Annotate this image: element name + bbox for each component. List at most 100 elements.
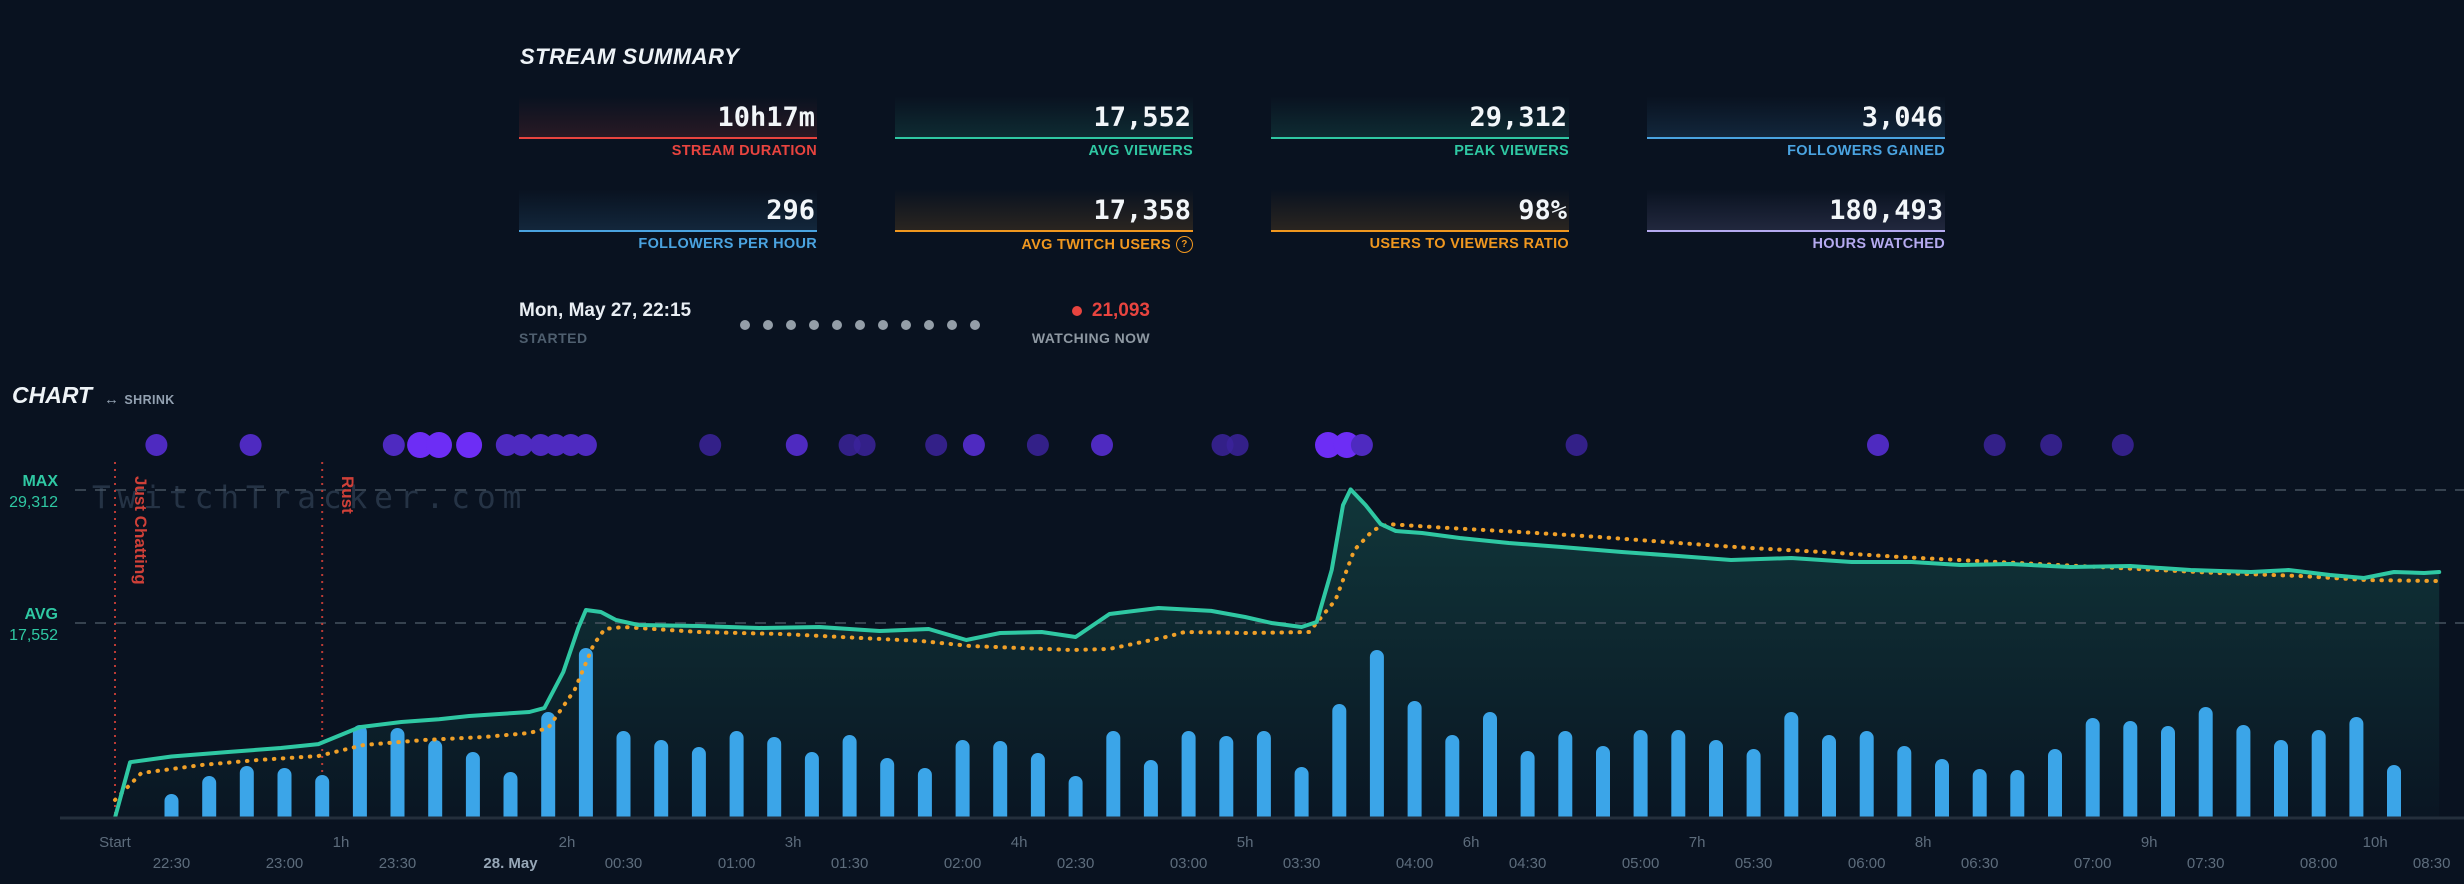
event-dot[interactable]: [1226, 434, 1249, 456]
followers-bar[interactable]: [503, 772, 518, 826]
event-dot[interactable]: [699, 434, 722, 456]
x-axis-time-label: 03:00: [1170, 855, 1208, 872]
stat-label: PEAK VIEWERS: [1454, 143, 1569, 159]
followers-bar[interactable]: [1219, 736, 1234, 826]
followers-bar[interactable]: [1972, 769, 1987, 826]
followers-bar[interactable]: [541, 712, 556, 826]
event-dot[interactable]: [1211, 434, 1234, 456]
followers-bar[interactable]: [993, 741, 1008, 826]
event-dot[interactable]: [1983, 434, 2006, 456]
event-dot[interactable]: [1350, 434, 1373, 456]
event-dot[interactable]: [574, 434, 597, 456]
x-axis-hour-label: 8h: [1915, 834, 1932, 851]
followers-bar[interactable]: [2349, 717, 2364, 826]
followers-bar[interactable]: [1369, 650, 1384, 826]
followers-bar[interactable]: [729, 731, 744, 826]
x-axis-time-label: 08:00: [2300, 855, 2338, 872]
followers-bar[interactable]: [1822, 735, 1836, 826]
followers-bar[interactable]: [1256, 731, 1271, 826]
followers-bar[interactable]: [2048, 749, 2062, 826]
event-dot[interactable]: [853, 434, 876, 456]
followers-bar[interactable]: [428, 740, 443, 826]
followers-bar[interactable]: [1106, 731, 1121, 826]
followers-bar[interactable]: [842, 735, 857, 826]
event-dot[interactable]: [1091, 434, 1113, 456]
followers-bar[interactable]: [1784, 712, 1799, 826]
followers-bar[interactable]: [352, 725, 367, 826]
followers-bar[interactable]: [2123, 721, 2138, 826]
followers-bar[interactable]: [654, 740, 669, 826]
followers-bar[interactable]: [955, 740, 970, 826]
x-axis-time-label: 22:30: [153, 855, 191, 872]
followers-bar[interactable]: [1483, 712, 1497, 826]
followers-bar[interactable]: [2198, 707, 2213, 826]
event-dot[interactable]: [925, 434, 948, 456]
followers-bar[interactable]: [880, 758, 895, 826]
followers-bar[interactable]: [1596, 746, 1610, 826]
followers-bar[interactable]: [767, 737, 782, 826]
followers-bar[interactable]: [1558, 731, 1573, 826]
event-dot[interactable]: [426, 432, 452, 458]
event-dot[interactable]: [239, 434, 262, 456]
followers-bar[interactable]: [1332, 704, 1347, 826]
followers-bar[interactable]: [164, 794, 179, 826]
followers-bar[interactable]: [2161, 726, 2175, 826]
followers-bar[interactable]: [1068, 776, 1083, 826]
followers-bar[interactable]: [1407, 701, 1422, 826]
followers-bar[interactable]: [239, 766, 254, 826]
followers-bar[interactable]: [2274, 740, 2288, 826]
event-dot[interactable]: [785, 434, 808, 456]
followers-bar[interactable]: [1935, 759, 1949, 826]
followers-bar[interactable]: [202, 776, 217, 826]
followers-bar[interactable]: [465, 752, 480, 826]
followers-bar[interactable]: [1633, 730, 1648, 826]
stat-label: USERS TO VIEWERS RATIO: [1369, 236, 1569, 252]
followers-bar[interactable]: [1445, 735, 1460, 826]
event-dot[interactable]: [1565, 434, 1588, 456]
event-dot[interactable]: [407, 432, 434, 458]
stream-chart[interactable]: MAX 29,312 AVG 17,552 TwitchTracker.comJust …: [0, 424, 2464, 884]
followers-bar[interactable]: [315, 775, 330, 826]
shrink-button[interactable]: ↔ SHRINK: [104, 392, 175, 407]
event-dot[interactable]: [962, 434, 985, 456]
followers-bar[interactable]: [804, 752, 819, 826]
followers-bar[interactable]: [1294, 767, 1309, 826]
help-icon[interactable]: ?: [1176, 236, 1193, 253]
followers-bar[interactable]: [1181, 731, 1196, 826]
event-dot[interactable]: [544, 434, 567, 456]
followers-bar[interactable]: [578, 648, 593, 826]
followers-bar[interactable]: [917, 768, 932, 826]
followers-bar[interactable]: [1897, 746, 1912, 826]
followers-bar[interactable]: [2085, 718, 2100, 826]
event-dot[interactable]: [2040, 434, 2063, 456]
stat-label: STREAM DURATION: [671, 143, 817, 159]
event-dot[interactable]: [145, 434, 168, 456]
followers-bar[interactable]: [390, 728, 405, 826]
followers-bar[interactable]: [2387, 765, 2401, 826]
event-dot[interactable]: [2111, 434, 2134, 456]
followers-bar[interactable]: [1709, 740, 1723, 826]
followers-bar[interactable]: [1746, 749, 1761, 826]
x-axis-hour-label: Start: [99, 834, 132, 851]
followers-bar[interactable]: [1859, 731, 1874, 826]
followers-bar[interactable]: [2236, 725, 2251, 826]
followers-bar[interactable]: [616, 731, 631, 826]
event-dot[interactable]: [456, 432, 483, 458]
followers-bar[interactable]: [2010, 770, 2025, 826]
followers-bar[interactable]: [1030, 753, 1045, 826]
event-dot[interactable]: [1315, 432, 1341, 458]
event-dot[interactable]: [559, 434, 582, 456]
stat-value: 296: [766, 195, 815, 226]
stat-label: FOLLOWERS GAINED: [1787, 143, 1945, 159]
event-dot[interactable]: [1867, 434, 1889, 456]
followers-bar[interactable]: [1143, 760, 1158, 826]
followers-bar[interactable]: [277, 768, 292, 826]
followers-bar[interactable]: [1520, 751, 1535, 826]
event-dot[interactable]: [510, 434, 533, 456]
event-dot[interactable]: [382, 434, 405, 456]
event-dot[interactable]: [1026, 434, 1049, 456]
stat-value: 29,312: [1469, 102, 1567, 133]
followers-bar[interactable]: [1671, 730, 1686, 826]
followers-bar[interactable]: [2311, 730, 2326, 826]
followers-bar[interactable]: [691, 747, 706, 826]
